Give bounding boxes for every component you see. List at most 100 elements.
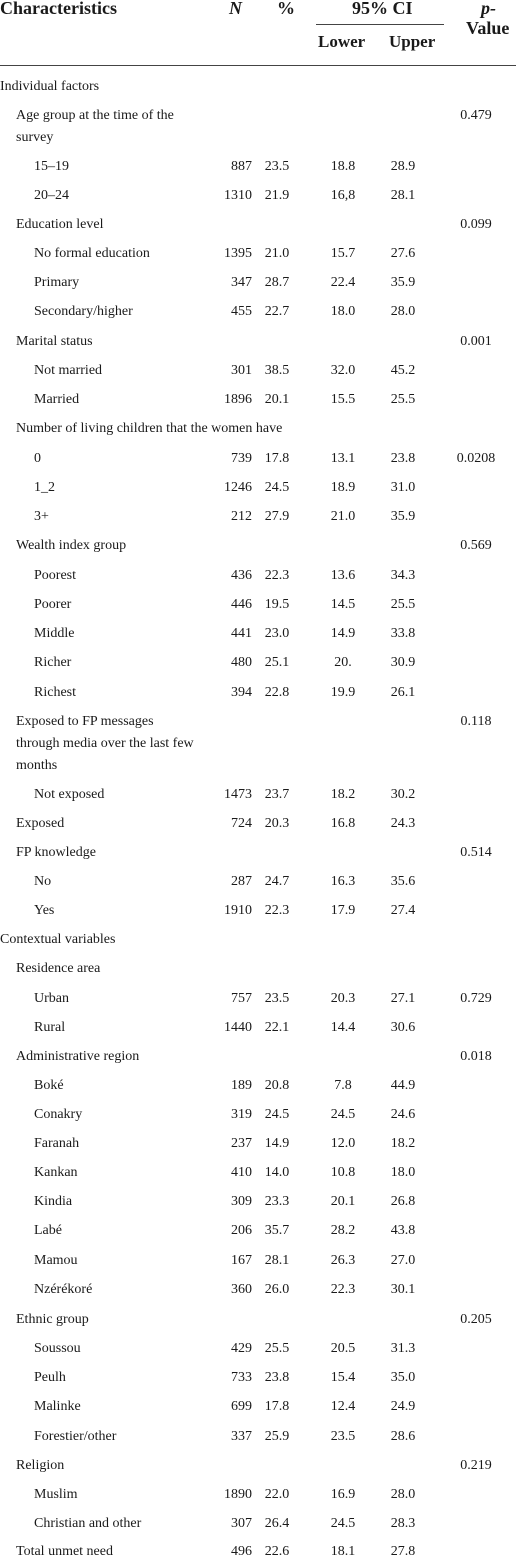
row-label: Kankan — [34, 1165, 78, 1180]
cell-pct: 22.3 — [264, 903, 290, 918]
table-row: Poorer 446 19.5 14.5 25.5 — [0, 594, 516, 616]
cell-upper: 18.2 — [390, 1136, 416, 1151]
row-label: Boké — [34, 1078, 64, 1093]
header-rule — [0, 65, 516, 66]
table-row: Christian and other 307 26.4 24.5 28.3 — [0, 1513, 516, 1535]
cell-n: 189 — [231, 1078, 252, 1093]
cell-pct: 38.5 — [264, 363, 290, 378]
table-row: Education level 0.099 — [0, 214, 516, 236]
cell-pct: 22.6 — [264, 1544, 290, 1559]
row-label: 0 — [34, 451, 41, 466]
cell-upper: 24.9 — [390, 1399, 416, 1414]
row-label: Wealth index group — [16, 538, 127, 553]
cell-upper: 44.9 — [390, 1078, 416, 1093]
cell-lower: 24.5 — [330, 1107, 356, 1122]
cell-upper: 43.8 — [390, 1223, 416, 1238]
cell-pct: 28.1 — [264, 1253, 290, 1268]
cell-upper: 30.9 — [390, 655, 416, 670]
cell-n: 446 — [231, 597, 252, 612]
cell-n: 1896 — [224, 392, 252, 407]
row-label: Exposed — [16, 816, 65, 831]
row-label: Total unmet need — [16, 1544, 113, 1559]
table-row: No formal education 1395 21.0 15.7 27.6 — [0, 243, 516, 265]
cell-pct: 23.0 — [264, 626, 290, 641]
row-label: Christian and other — [34, 1516, 142, 1531]
row-label: Residence area — [16, 961, 101, 976]
table-row: Exposed 724 20.3 16.8 24.3 — [0, 813, 516, 835]
table-row: Secondary/higher 455 22.7 18.0 28.0 — [0, 301, 516, 323]
cell-pct: 14.9 — [264, 1136, 290, 1151]
cell-pct: 20.8 — [264, 1078, 290, 1093]
row-label: Poorest — [34, 568, 76, 583]
table-row: Exposed to FP messages through media ove… — [0, 711, 516, 777]
table-row: Muslim 1890 22.0 16.9 28.0 — [0, 1484, 516, 1506]
table-row: Richer 480 25.1 20. 30.9 — [0, 652, 516, 674]
row-label: Urban — [34, 991, 69, 1006]
cell-upper: 27.6 — [390, 246, 416, 261]
cell-pct: 23.5 — [264, 991, 290, 1006]
cell-pct: 24.5 — [264, 1107, 290, 1122]
cell-upper: 25.5 — [390, 392, 416, 407]
cell-upper: 35.9 — [390, 275, 416, 290]
cell-upper: 28.1 — [390, 188, 416, 203]
cell-upper: 31.3 — [390, 1341, 416, 1356]
cell-upper: 30.1 — [390, 1282, 416, 1297]
cell-p: 0.514 — [460, 845, 492, 860]
cell-n: 1246 — [224, 480, 252, 495]
row-label: Religion — [16, 1458, 65, 1473]
row-label: Primary — [34, 275, 80, 290]
cell-pct: 21.0 — [264, 246, 290, 261]
cell-lower: 16,8 — [330, 188, 356, 203]
cell-lower: 22.3 — [330, 1282, 356, 1297]
cell-n: 1395 — [224, 246, 252, 261]
table-row: Ethnic group 0.205 — [0, 1309, 516, 1331]
row-label: Peulh — [34, 1370, 66, 1385]
ci-underline — [316, 24, 444, 25]
table-row: FP knowledge 0.514 — [0, 842, 516, 864]
cell-p: 0.0208 — [456, 451, 496, 466]
table-row: 0 739 17.8 13.1 23.8 0.0208 — [0, 448, 516, 470]
cell-n: 887 — [231, 159, 252, 174]
row-label: Not exposed — [34, 787, 105, 802]
cell-lower: 20.1 — [330, 1194, 356, 1209]
cell-lower: 18.8 — [330, 159, 356, 174]
cell-upper: 25.5 — [390, 597, 416, 612]
cell-n: 167 — [231, 1253, 252, 1268]
header-upper: Upper — [389, 32, 436, 51]
table-row: Poorest 436 22.3 13.6 34.3 — [0, 565, 516, 587]
cell-upper: 24.3 — [390, 816, 416, 831]
row-label: Yes — [34, 903, 55, 918]
cell-pct: 26.0 — [264, 1282, 290, 1297]
cell-n: 394 — [231, 685, 252, 700]
row-label: 20–24 — [34, 188, 69, 203]
table-row: Urban 757 23.5 20.3 27.1 0.729 — [0, 988, 516, 1010]
row-label: 3+ — [34, 509, 49, 524]
table-row: Not married 301 38.5 32.0 45.2 — [0, 360, 516, 382]
table-row: No 287 24.7 16.3 35.6 — [0, 871, 516, 893]
table-row: Malinke 699 17.8 12.4 24.9 — [0, 1396, 516, 1418]
cell-pct: 26.4 — [264, 1516, 290, 1531]
cell-n: 1910 — [224, 903, 252, 918]
cell-lower: 23.5 — [330, 1429, 356, 1444]
cell-upper: 31.0 — [390, 480, 416, 495]
row-label: Not married — [34, 363, 103, 378]
cell-pct: 21.9 — [264, 188, 290, 203]
table-row: Yes 1910 22.3 17.9 27.4 — [0, 900, 516, 922]
row-label: 1_2 — [34, 480, 55, 495]
row-label: Rural — [34, 1020, 66, 1035]
cell-upper: 23.8 — [390, 451, 416, 466]
table-row: Peulh 733 23.8 15.4 35.0 — [0, 1367, 516, 1389]
header-ci: 95% CI — [352, 0, 413, 18]
cell-lower: 32.0 — [330, 363, 356, 378]
cell-p: 0.001 — [460, 334, 492, 349]
cell-p: 0.118 — [460, 714, 492, 729]
cell-n: 739 — [231, 451, 252, 466]
cell-upper: 26.1 — [390, 685, 416, 700]
cell-pct: 17.8 — [264, 451, 290, 466]
cell-n: 455 — [231, 304, 252, 319]
cell-pct: 35.7 — [264, 1223, 290, 1238]
row-label: Soussou — [34, 1341, 81, 1356]
cell-pct: 24.7 — [264, 874, 290, 889]
cell-lower: 21.0 — [330, 509, 356, 524]
cell-n: 1440 — [224, 1020, 252, 1035]
